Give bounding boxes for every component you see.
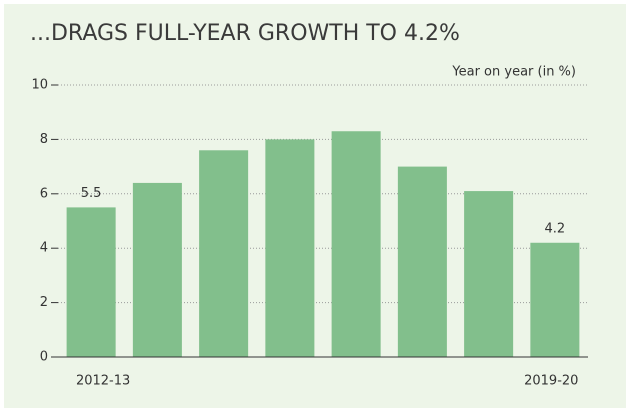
y-tick-label: 0 (40, 350, 48, 365)
bar (265, 139, 315, 357)
x-tick-label: 2012-13 (76, 374, 130, 389)
bar (397, 166, 447, 357)
y-tick-label: 4 (40, 241, 48, 256)
value-label: 4.2 (545, 221, 566, 236)
bar (66, 207, 116, 357)
bar (199, 150, 249, 357)
x-tick-label: 2019-20 (524, 374, 578, 389)
bar (530, 242, 580, 357)
y-tick-label: 8 (40, 132, 48, 147)
bar (464, 191, 514, 357)
y-tick-label: 2 (40, 295, 48, 310)
value-label: 5.5 (81, 186, 102, 201)
y-tick-label: 6 (40, 186, 48, 201)
bar (132, 182, 182, 357)
bar (331, 131, 381, 357)
y-tick-label: 10 (31, 78, 48, 93)
chart-title: ...DRAGS FULL-YEAR GROWTH TO 4.2% (30, 21, 460, 46)
y-axis-label: Year on year (in %) (451, 65, 576, 80)
